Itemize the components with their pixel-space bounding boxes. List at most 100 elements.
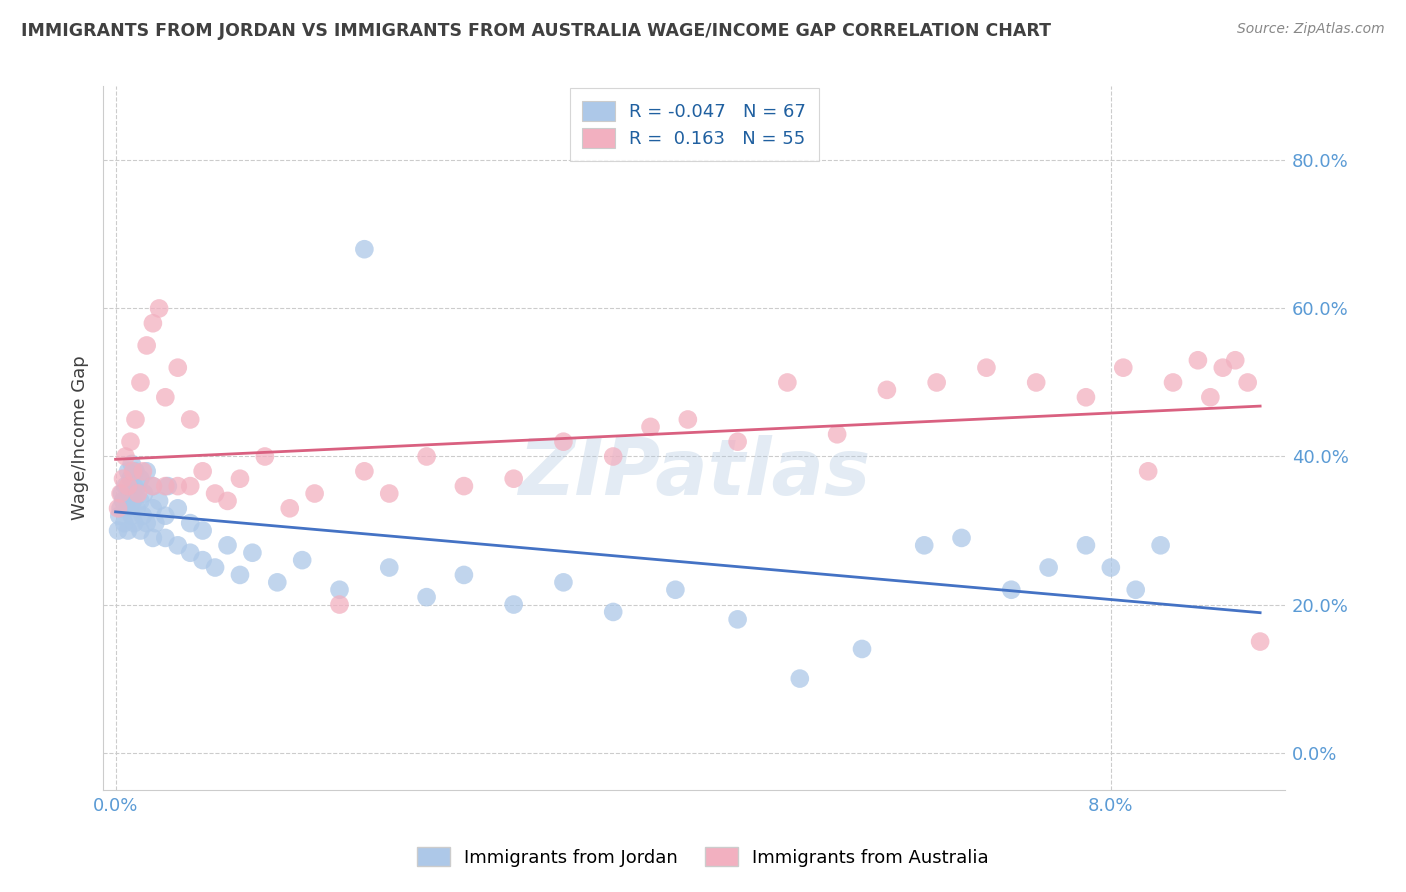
Point (1099, 560, 1122, 574)
Point (107, 524, 129, 538)
Point (166, 479, 188, 493)
Point (148, 494, 170, 508)
Point (117, 524, 139, 538)
Point (134, 486, 156, 500)
Point (129, 472, 152, 486)
Legend: R = -0.047   N = 67, R =  0.163   N = 55: R = -0.047 N = 67, R = 0.163 N = 55 (569, 88, 818, 161)
Point (378, 486, 401, 500)
Point (950, 531, 973, 545)
Point (135, 338, 157, 352)
Point (1038, 560, 1060, 574)
Point (851, 642, 873, 657)
Point (112, 494, 135, 508)
Point (291, 553, 314, 567)
Point (142, 479, 165, 493)
Point (179, 479, 201, 493)
Point (925, 376, 948, 390)
Point (129, 376, 152, 390)
Point (602, 605, 624, 619)
Point (553, 575, 575, 590)
Point (1149, 538, 1171, 552)
Point (1112, 360, 1135, 375)
Point (204, 486, 226, 500)
Point (664, 582, 686, 597)
Point (229, 472, 252, 486)
Point (108, 508, 131, 523)
Point (120, 434, 142, 449)
Point (166, 538, 188, 552)
Point (117, 464, 139, 478)
Point (114, 450, 136, 464)
Point (122, 464, 145, 478)
Text: IMMIGRANTS FROM JORDAN VS IMMIGRANTS FROM AUSTRALIA WAGE/INCOME GAP CORRELATION : IMMIGRANTS FROM JORDAN VS IMMIGRANTS FRO… (21, 22, 1052, 40)
Point (129, 494, 152, 508)
Point (602, 450, 624, 464)
Point (876, 383, 898, 397)
Point (155, 508, 177, 523)
Point (135, 464, 157, 478)
Point (727, 434, 749, 449)
Point (1000, 582, 1022, 597)
Point (229, 568, 252, 582)
Point (179, 412, 201, 426)
Point (132, 508, 155, 523)
Point (117, 479, 139, 493)
Point (378, 560, 401, 574)
Point (179, 546, 201, 560)
Point (553, 434, 575, 449)
Point (191, 524, 214, 538)
Text: ZIPatlas: ZIPatlas (517, 435, 870, 511)
Legend: Immigrants from Jordan, Immigrants from Australia: Immigrants from Jordan, Immigrants from … (411, 840, 995, 874)
Point (353, 242, 375, 256)
Text: Source: ZipAtlas.com: Source: ZipAtlas.com (1237, 22, 1385, 37)
Point (107, 501, 129, 516)
Point (121, 457, 143, 471)
Point (1074, 390, 1097, 404)
Point (115, 501, 138, 516)
Point (727, 612, 749, 626)
Point (976, 360, 998, 375)
Point (166, 360, 188, 375)
Point (142, 501, 165, 516)
Point (676, 412, 699, 426)
Point (114, 479, 136, 493)
Point (155, 479, 177, 493)
Point (110, 486, 132, 500)
Point (127, 486, 149, 500)
Point (156, 479, 179, 493)
Point (122, 479, 145, 493)
Point (129, 524, 152, 538)
Point (155, 531, 177, 545)
Point (328, 582, 350, 597)
Point (121, 508, 143, 523)
Point (825, 427, 848, 442)
Point (148, 301, 170, 316)
Point (1161, 376, 1184, 390)
Point (125, 501, 148, 516)
Point (1249, 634, 1271, 648)
Point (110, 501, 132, 516)
Point (912, 538, 935, 552)
Point (789, 672, 811, 686)
Point (304, 486, 326, 500)
Point (1225, 353, 1247, 368)
Point (122, 494, 145, 508)
Point (142, 479, 165, 493)
Point (120, 472, 142, 486)
Point (217, 494, 239, 508)
Point (1025, 376, 1047, 390)
Point (111, 486, 134, 500)
Point (124, 412, 146, 426)
Point (242, 546, 264, 560)
Point (135, 516, 157, 530)
Y-axis label: Wage/Income Gap: Wage/Income Gap (72, 356, 89, 520)
Point (132, 464, 155, 478)
Point (145, 516, 167, 530)
Point (191, 464, 214, 478)
Point (1212, 360, 1234, 375)
Point (155, 390, 177, 404)
Point (502, 472, 524, 486)
Point (204, 560, 226, 574)
Point (166, 501, 188, 516)
Point (502, 598, 524, 612)
